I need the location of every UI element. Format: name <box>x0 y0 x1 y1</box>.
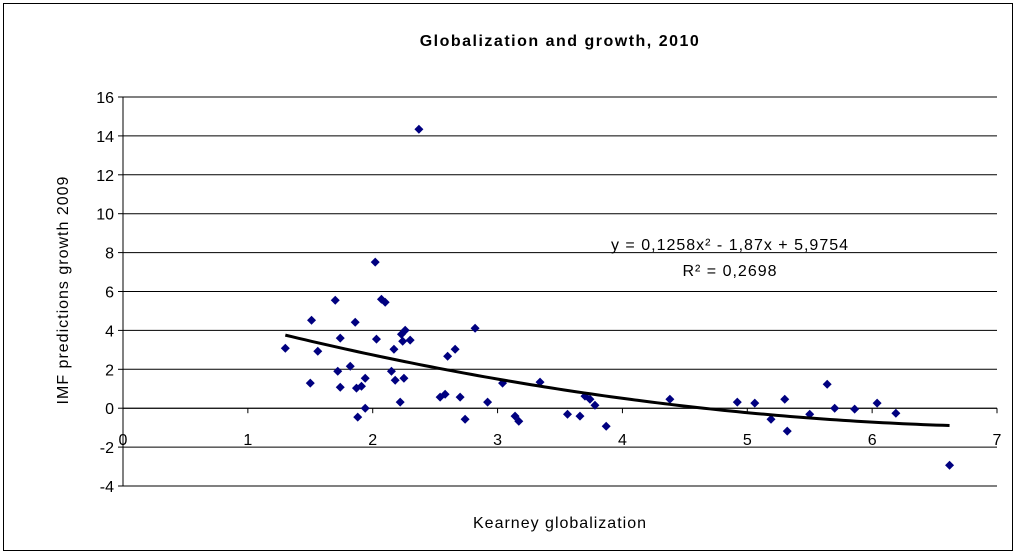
data-point <box>732 397 742 407</box>
data-point <box>380 297 390 307</box>
data-point <box>483 397 493 407</box>
x-tick-label: 3 <box>493 432 502 449</box>
x-tick-label: 6 <box>868 432 877 449</box>
data-point <box>398 336 408 346</box>
data-point <box>330 295 340 305</box>
y-tick-label: 16 <box>96 90 114 107</box>
x-tick-label: 4 <box>618 432 627 449</box>
trendline-equation: y = 0,1258x² - 1,87x + 5,9754 <box>611 237 849 254</box>
data-point <box>305 378 315 388</box>
chart-title: Globalization and growth, 2010 <box>420 33 701 50</box>
data-point <box>665 394 675 404</box>
data-point <box>850 404 860 414</box>
y-tick-label: 4 <box>105 323 114 340</box>
data-point <box>780 394 790 404</box>
y-axis-title: IMF predictions growth 2009 <box>55 176 72 405</box>
data-point <box>370 257 380 267</box>
data-point <box>470 323 480 333</box>
y-tick-label: 8 <box>105 246 114 263</box>
trendline <box>284 333 950 428</box>
data-point <box>891 408 901 418</box>
data-point <box>335 333 345 343</box>
y-tick-label: 12 <box>96 168 114 185</box>
data-point <box>450 344 460 354</box>
y-tick-label: -2 <box>100 440 114 457</box>
data-point <box>872 398 882 408</box>
x-tick-label: 0 <box>119 432 128 449</box>
data-point <box>405 335 415 345</box>
data-point <box>766 414 776 424</box>
x-tick-label: 1 <box>243 432 252 449</box>
data-point <box>360 403 370 413</box>
data-point <box>460 414 470 424</box>
y-tick-label: 6 <box>105 285 114 302</box>
data-point <box>335 382 345 392</box>
y-tick-label: 2 <box>105 362 114 379</box>
data-point <box>389 344 399 354</box>
data-point <box>307 315 317 325</box>
data-point <box>395 397 405 407</box>
data-point <box>455 392 465 402</box>
data-point <box>822 379 832 389</box>
y-tick-label: 14 <box>96 129 114 146</box>
data-point <box>333 366 343 376</box>
data-point <box>371 334 381 344</box>
y-tick-label: 0 <box>105 401 114 418</box>
x-axis-title: Kearney globalization <box>473 515 647 532</box>
x-tick-label: 2 <box>368 432 377 449</box>
data-point <box>750 398 760 408</box>
data-point <box>386 366 396 376</box>
data-point <box>399 373 409 383</box>
data-point <box>350 317 360 327</box>
data-point <box>443 351 453 361</box>
data-point <box>353 412 363 422</box>
data-point <box>280 343 290 353</box>
data-point <box>313 346 323 356</box>
data-point <box>390 375 400 385</box>
data-point <box>414 124 424 134</box>
data-point <box>440 389 450 399</box>
data-point <box>356 381 366 391</box>
data-point <box>575 411 585 421</box>
data-point <box>360 373 370 383</box>
data-point <box>601 421 611 431</box>
data-point <box>562 409 572 419</box>
data-point <box>585 394 595 404</box>
chart-border <box>3 3 1013 551</box>
data-point <box>590 400 600 410</box>
data-point <box>514 416 524 426</box>
data-point <box>782 426 792 436</box>
r-squared: R² = 0,2698 <box>682 263 777 280</box>
x-tick-label: 7 <box>993 432 1002 449</box>
data-point <box>830 403 840 413</box>
data-point <box>345 361 355 371</box>
y-tick-label: 10 <box>96 207 114 224</box>
data-point <box>945 460 955 470</box>
data-point <box>400 325 410 335</box>
x-tick-label: 5 <box>743 432 752 449</box>
y-tick-label: -4 <box>100 479 114 496</box>
